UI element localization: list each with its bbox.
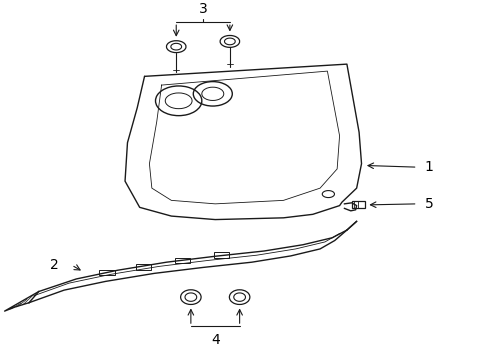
Text: 3: 3 [198, 2, 207, 16]
Text: 1: 1 [424, 160, 433, 174]
Text: 5: 5 [424, 197, 433, 211]
Text: 4: 4 [210, 333, 219, 347]
Text: 2: 2 [50, 258, 59, 272]
